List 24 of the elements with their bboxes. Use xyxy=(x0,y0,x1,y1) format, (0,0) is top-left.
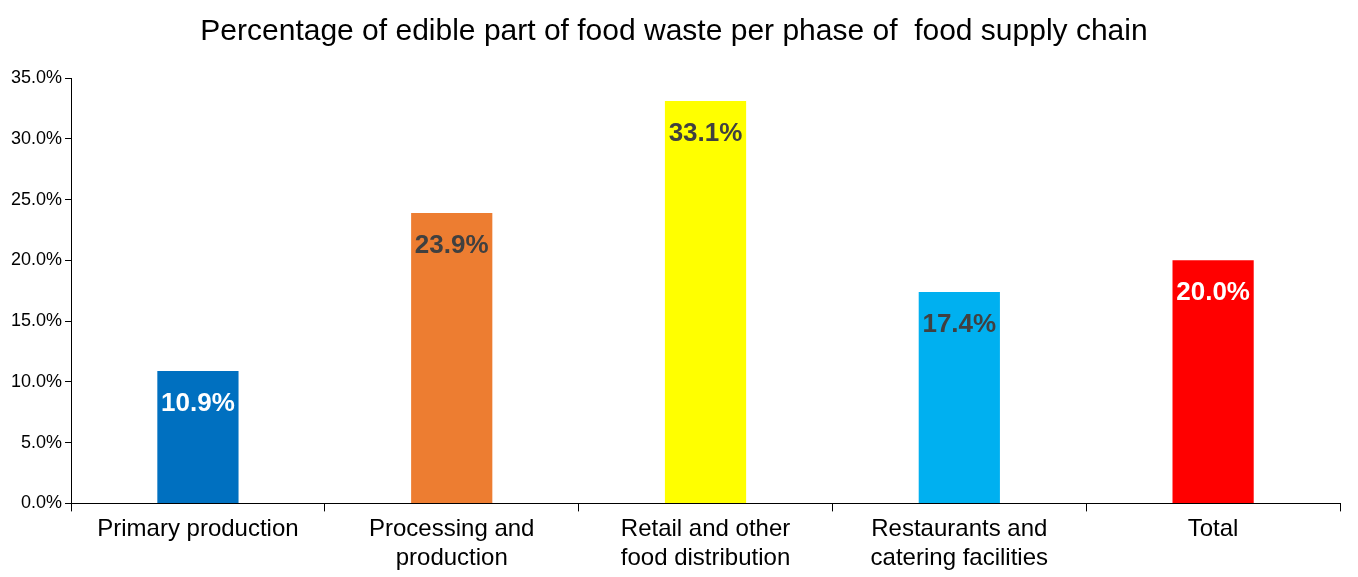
y-tick-label: 0.0% xyxy=(21,492,63,513)
data-label: 23.9% xyxy=(414,229,489,260)
x-tick-label: Restaurants and catering facilities xyxy=(870,514,1049,571)
y-tick-label: 5.0% xyxy=(21,431,63,452)
y-tick-label: 25.0% xyxy=(10,188,63,209)
data-label: 17.4% xyxy=(922,308,997,339)
y-tick-label: 30.0% xyxy=(10,127,63,148)
bar xyxy=(664,101,747,503)
data-label: 20.0% xyxy=(1176,276,1250,307)
x-tick-label: Primary production xyxy=(97,514,299,542)
data-label: 10.9% xyxy=(161,387,235,418)
x-tick-label: Retail and other food distribution xyxy=(620,514,791,571)
bar xyxy=(411,212,493,503)
chart-title: Percentage of edible part of food waste per phase of food supply chain xyxy=(200,13,1148,47)
y-tick-label: 10.0% xyxy=(10,370,63,391)
bar xyxy=(1172,260,1254,503)
x-tick-label: Total xyxy=(1187,514,1239,542)
y-tick-label: 15.0% xyxy=(10,310,63,331)
y-tick-label: 20.0% xyxy=(10,249,63,270)
x-tick-label: Processing and production xyxy=(369,514,535,571)
bar xyxy=(918,291,1000,503)
y-tick-label: 35.0% xyxy=(10,66,63,87)
bar xyxy=(157,370,239,503)
data-label: 33.1% xyxy=(668,117,743,148)
